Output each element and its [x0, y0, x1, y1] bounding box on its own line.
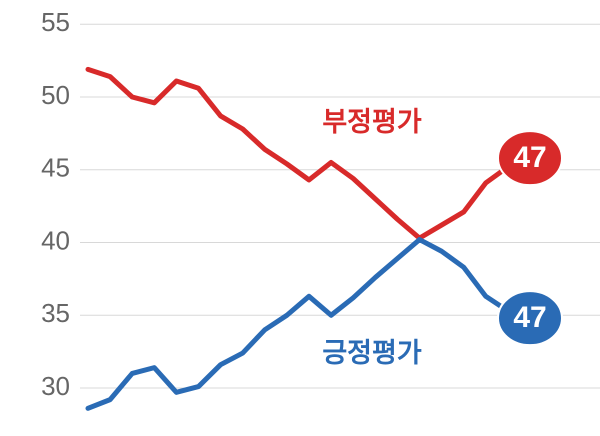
y-tick-label: 45 — [41, 153, 70, 183]
series-label: 부정평가 — [322, 107, 422, 137]
y-tick-label: 40 — [41, 225, 70, 255]
series-line — [85, 66, 533, 241]
end-label: 47 — [513, 141, 546, 174]
end-label: 47 — [513, 301, 546, 334]
series-line — [85, 237, 533, 411]
end-badge — [497, 130, 563, 187]
y-tick-label: 55 — [41, 7, 70, 37]
y-tick-label: 30 — [41, 371, 70, 401]
y-tick-label: 35 — [41, 298, 70, 328]
end-badge — [497, 290, 563, 347]
y-tick-label: 50 — [41, 80, 70, 110]
series-label: 긍정평가 — [322, 338, 422, 368]
